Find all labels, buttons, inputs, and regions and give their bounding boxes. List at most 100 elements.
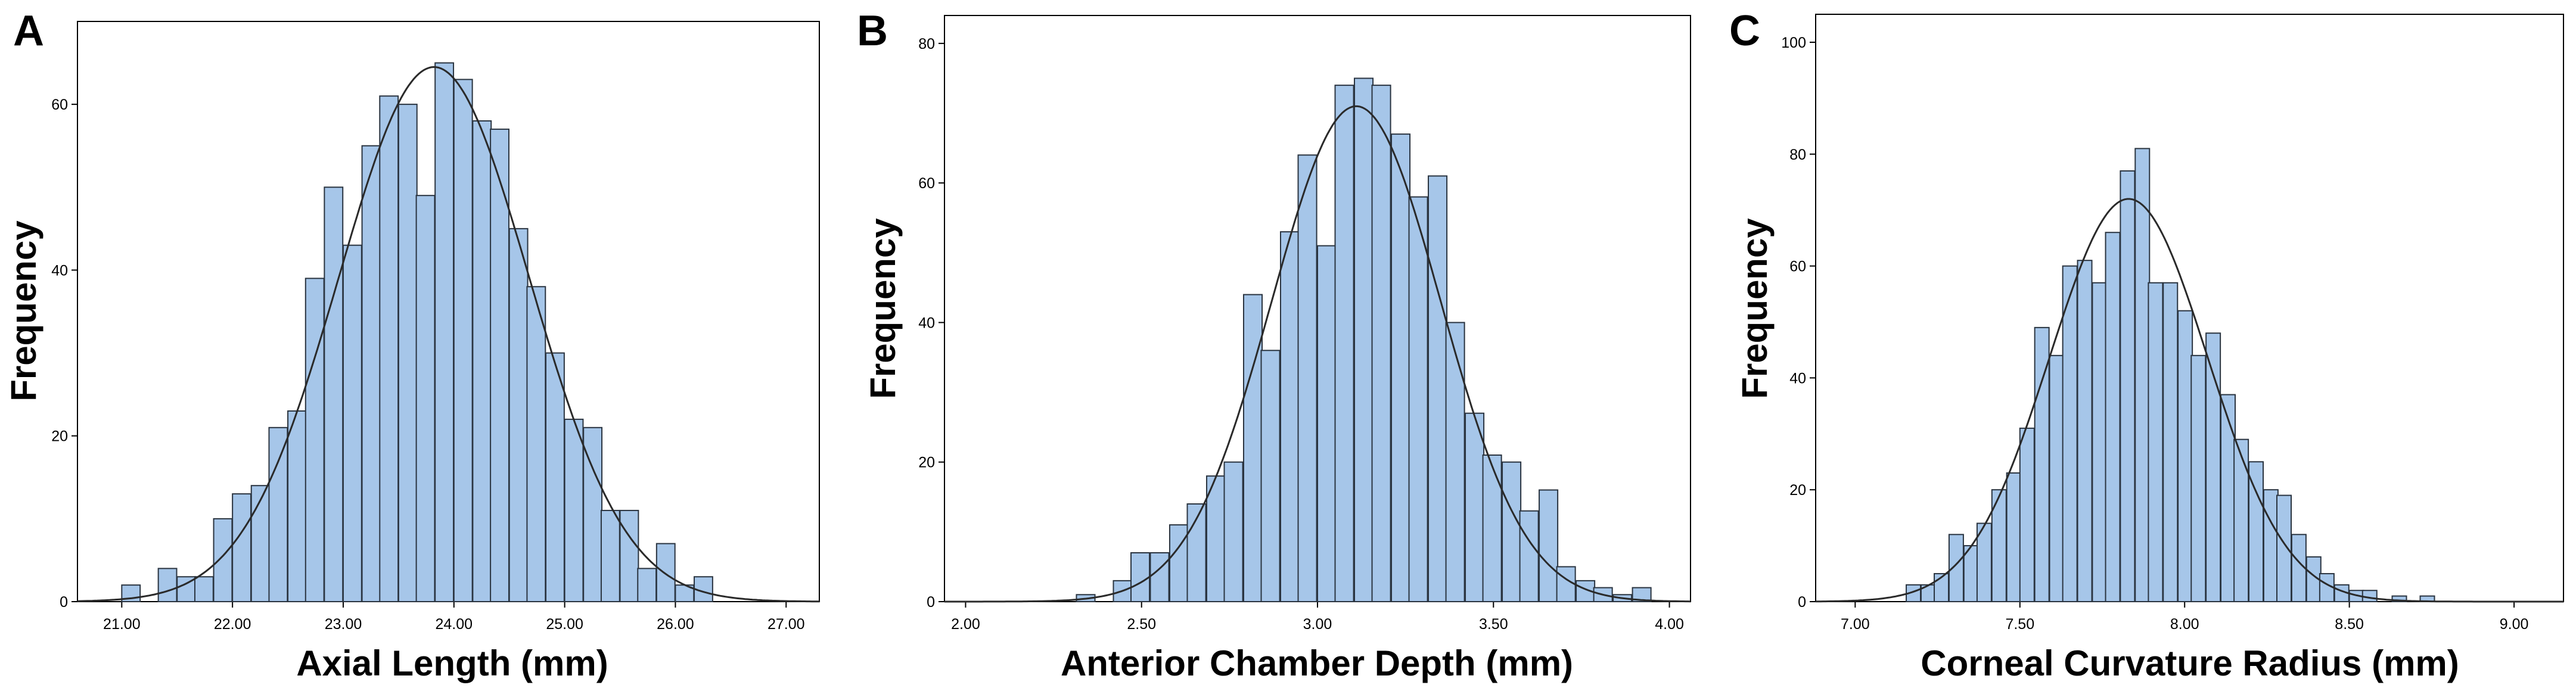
x-axis-ticks-a: 21.00 22.00 23.00 24.00 25.00 26.00 27.00: [103, 602, 805, 633]
x-tick-label-c: 7.00: [1841, 616, 1870, 633]
histogram-bar-b: [1502, 461, 1522, 603]
x-tick-label-a: 26.00: [657, 616, 694, 633]
y-axis-title-b: Frequency: [863, 218, 903, 399]
x-tick-label-c: 9.00: [2500, 616, 2529, 633]
x-axis-ticks-b: 2.00 2.50 3.00 3.50 4.00: [951, 602, 1684, 633]
histogram-bar-a: [361, 145, 381, 602]
histogram-bars-a: [121, 62, 713, 603]
x-axis-title-b: Anterior Chamber Depth (mm): [1061, 643, 1573, 683]
histogram-bar-a: [324, 186, 344, 602]
histogram-bar-a: [194, 576, 214, 602]
histogram-bar-a: [397, 104, 418, 602]
x-tick-label-a: 22.00: [214, 616, 251, 633]
y-tick-label-a: 60: [51, 96, 68, 113]
histogram-bar-a: [415, 195, 436, 602]
x-tick-label-a: 27.00: [767, 616, 805, 633]
histogram-bar-b: [1223, 461, 1244, 603]
y-axis-ticks-b: 0 20 40 60 80: [918, 36, 944, 611]
histogram-bar-c: [2233, 438, 2249, 603]
histogram-bar-b: [1632, 587, 1652, 602]
x-tick-label-b: 3.50: [1479, 616, 1508, 633]
histogram-bar-c: [2248, 461, 2264, 602]
histogram-bar-a: [655, 543, 676, 602]
y-tick-label-c: 100: [1781, 35, 1806, 51]
histogram-bar-a: [434, 62, 455, 603]
histogram-bar-b: [1445, 322, 1465, 603]
histogram-bar-b: [1186, 503, 1207, 602]
panel-b: B 0 20 40 60 80 2.00 2.50 3.00 3.50 4.00 Frequen…: [857, 7, 1691, 683]
histogram-bar-a: [268, 427, 288, 602]
x-tick-label-c: 8.50: [2335, 616, 2364, 633]
y-tick-label-b: 20: [918, 454, 935, 471]
x-tick-label-c: 7.50: [2005, 616, 2034, 633]
x-tick-label-b: 2.00: [951, 616, 980, 633]
panel-letter-c: C: [1729, 7, 1760, 55]
histogram-bar-c: [2162, 282, 2179, 602]
histogram-bar-c: [2019, 427, 2035, 603]
histogram-bar-b: [1371, 85, 1391, 602]
histogram-bars-c: [1906, 148, 2435, 603]
histogram-bar-a: [453, 79, 473, 602]
histogram-bar-c: [2134, 148, 2151, 603]
x-tick-label-b: 3.00: [1303, 616, 1332, 633]
histogram-bar-c: [2190, 354, 2207, 602]
histogram-bar-a: [304, 278, 325, 603]
histogram-bar-b: [1539, 489, 1559, 602]
histogram-bar-a: [157, 568, 178, 602]
histogram-bar-b: [1205, 475, 1226, 603]
histogram-bar-c: [2148, 282, 2164, 602]
histogram-bar-a: [213, 518, 233, 602]
y-axis-title-c: Frequency: [1735, 218, 1775, 399]
histogram-bar-b: [1428, 175, 1448, 602]
y-tick-label-c: 20: [1789, 482, 1806, 499]
histogram-bar-c: [2276, 494, 2292, 602]
histogram-bar-c: [2391, 595, 2407, 602]
histogram-bar-a: [564, 418, 584, 603]
histogram-bar-b: [1519, 510, 1539, 603]
histogram-bar-b: [1556, 566, 1576, 603]
histogram-bar-b: [1465, 412, 1485, 602]
x-tick-label-c: 8.00: [2170, 616, 2199, 633]
normal-curve-b: [944, 105, 1691, 603]
x-tick-label-b: 4.00: [1655, 616, 1684, 633]
y-axis-ticks-a: 0 20 40 60: [51, 96, 77, 611]
y-tick-label-a: 40: [51, 262, 68, 279]
histogram-bar-c: [2361, 590, 2378, 603]
histogram-bar-b: [1334, 85, 1354, 602]
histogram-bar-b: [1408, 196, 1428, 603]
histogram-bar-c: [2105, 232, 2121, 602]
histogram-bar-b: [1317, 245, 1337, 603]
histogram-bar-a: [342, 244, 362, 602]
histogram-bar-c: [2177, 310, 2193, 602]
histogram-bar-a: [600, 509, 620, 603]
histogram-bar-b: [1149, 552, 1170, 602]
histogram-bar-b: [1242, 294, 1263, 603]
histogram-bar-a: [287, 410, 307, 602]
x-tick-label-b: 2.50: [1127, 616, 1156, 633]
y-axis-title-a: Frequency: [4, 220, 43, 401]
histogram-bar-c: [2034, 326, 2050, 602]
normal-curve-c: [1816, 198, 2563, 603]
y-tick-label-c: 80: [1789, 147, 1806, 163]
histogram-bar-b: [1279, 231, 1300, 602]
x-axis-title-c: Corneal Curvature Radius (mm): [1921, 643, 2459, 683]
histogram-bar-a: [232, 493, 251, 602]
histogram-bar-b: [1260, 350, 1281, 602]
histogram-bars-b: [1076, 77, 1652, 603]
x-axis-title-a: Axial Length (mm): [296, 643, 608, 683]
histogram-bar-b: [1130, 552, 1151, 602]
panel-letter-a: A: [13, 7, 44, 55]
histogram-bar-c: [2077, 260, 2093, 602]
histogram-bar-c: [2062, 265, 2078, 603]
y-tick-label-c: 60: [1789, 259, 1806, 275]
histogram-bar-a: [379, 95, 399, 602]
y-tick-label-b: 40: [918, 315, 935, 331]
y-tick-label-a: 20: [51, 428, 68, 445]
panel-a: A 0 20 40 60 21.00 22.00 23.00 24.00 25.00 26.00…: [4, 7, 820, 683]
histogram-bar-a: [526, 286, 546, 602]
histogram-bar-a: [508, 228, 529, 603]
x-tick-label-a: 24.00: [436, 616, 473, 633]
normal-curve-a: [77, 66, 820, 603]
histogram-bar-a: [619, 509, 639, 603]
